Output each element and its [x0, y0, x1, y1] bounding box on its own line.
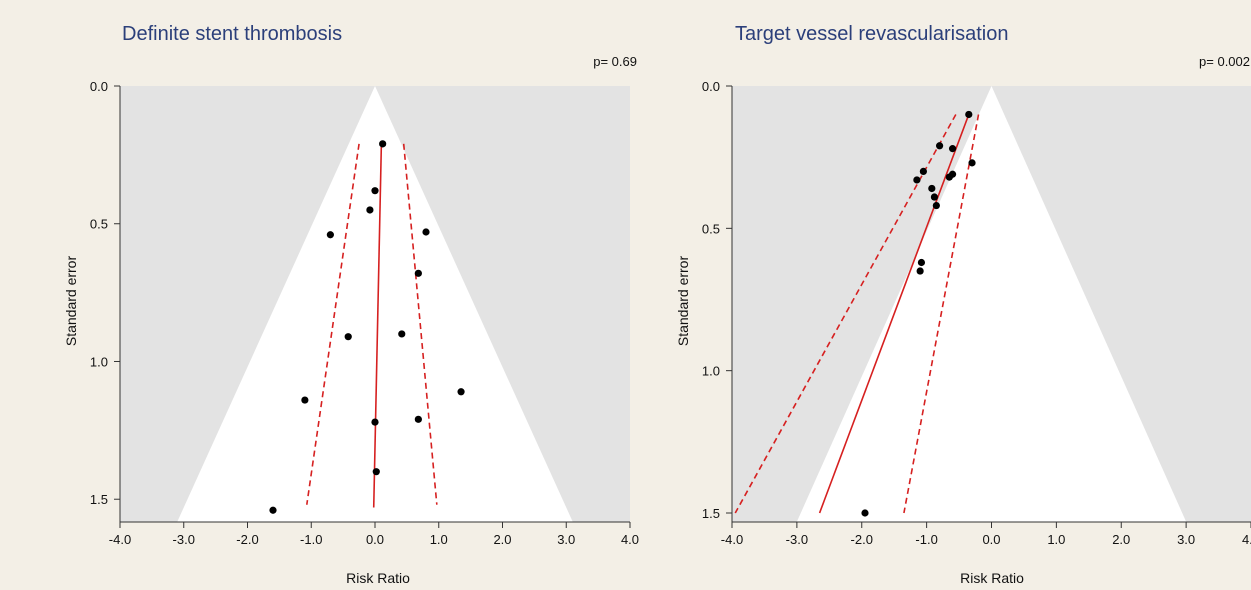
data-point: [948, 145, 957, 153]
data-point: [965, 110, 973, 119]
y-tick-label: 1.5: [702, 506, 720, 521]
data-point: [372, 468, 380, 476]
data-point: [919, 167, 927, 175]
regression-ci-upper-line: [402, 143, 438, 505]
data-point: [366, 206, 374, 214]
x-tick-label: 2.0: [493, 532, 511, 547]
x-tick-label: -3.0: [173, 532, 195, 547]
data-point: [398, 330, 406, 338]
regression-ci-lower-line: [305, 143, 360, 505]
x-tick-label: 1.0: [1047, 532, 1065, 547]
y-tick-label: 0.5: [702, 221, 720, 236]
x-axis-label: Risk Ratio: [960, 570, 1024, 586]
x-tick-label: 1.0: [430, 532, 448, 547]
p-value-annotation: p= 0.002: [1199, 54, 1250, 69]
regression-ci-upper-line: [903, 114, 980, 514]
data-point: [269, 506, 277, 514]
data-point: [861, 509, 869, 517]
x-tick-label: 3.0: [1177, 532, 1195, 547]
data-point: [371, 187, 379, 195]
data-point: [945, 173, 953, 181]
x-tick-label: 0.0: [366, 532, 384, 547]
data-point: [301, 396, 309, 404]
x-tick-label: -4.0: [721, 532, 743, 547]
chart-panel-stent-thrombosis: Definite stent thrombosis p= 0.69 Risk R…: [63, 23, 639, 586]
funnel-region: [796, 86, 1187, 522]
y-tick-label: 0.5: [90, 217, 108, 232]
y-tick-label: 1.0: [90, 354, 108, 369]
x-tick-label: -2.0: [851, 532, 873, 547]
y-tick-label: 0.0: [90, 79, 108, 94]
data-point: [326, 231, 334, 239]
y-tick-label: 1.0: [702, 364, 720, 379]
data-point: [932, 201, 940, 210]
x-tick-label: -1.0: [915, 532, 937, 547]
x-tick-label: -3.0: [786, 532, 808, 547]
x-tick-label: 0.0: [982, 532, 1000, 547]
x-axis-label: Risk Ratio: [346, 570, 410, 586]
data-point: [930, 193, 939, 201]
x-tick-label: 4.0: [1242, 532, 1251, 547]
regression-line: [818, 114, 970, 514]
funnel-region: [177, 86, 573, 522]
chart-title: Target vessel revascularisation: [735, 23, 1008, 45]
data-point: [916, 267, 924, 275]
x-tick-label: 2.0: [1112, 532, 1130, 547]
y-tick-label: 1.5: [90, 492, 108, 507]
x-tick-label: 4.0: [621, 532, 639, 547]
y-tick-label: 0.0: [702, 79, 720, 94]
x-tick-label: -4.0: [109, 532, 131, 547]
data-point: [968, 159, 976, 167]
x-tick-label: -1.0: [300, 532, 322, 547]
data-point: [913, 176, 921, 184]
data-point: [928, 184, 936, 193]
data-point: [422, 228, 430, 236]
data-point: [457, 388, 465, 396]
chart-panel-target-vessel: Target vessel revascularisation p= 0.002…: [675, 23, 1251, 586]
regression-line: [372, 143, 383, 508]
data-point: [917, 258, 926, 267]
chart-title: Definite stent thrombosis: [122, 23, 342, 45]
data-point: [344, 333, 352, 341]
p-value-annotation: p= 0.69: [593, 54, 637, 69]
data-point: [414, 415, 422, 423]
x-tick-label: -2.0: [236, 532, 258, 547]
y-axis-label: Standard error: [675, 256, 691, 347]
y-axis-label: Standard error: [63, 256, 79, 347]
data-point: [414, 269, 422, 277]
x-tick-label: 3.0: [557, 532, 575, 547]
data-point: [379, 140, 387, 148]
data-point: [371, 418, 379, 426]
data-point: [936, 142, 944, 150]
